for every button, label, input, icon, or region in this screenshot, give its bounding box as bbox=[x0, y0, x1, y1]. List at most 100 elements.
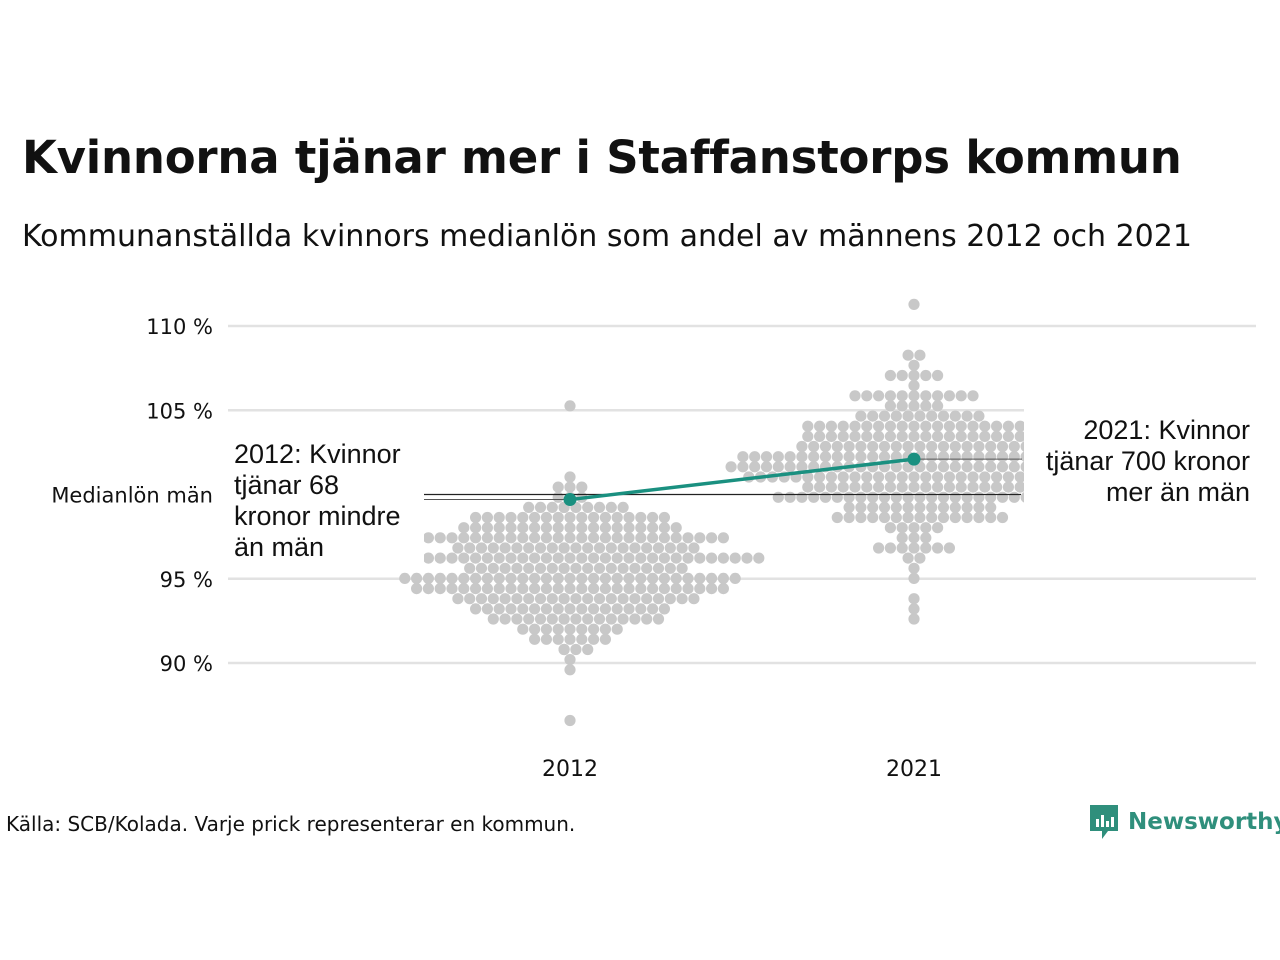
municipality-dot bbox=[908, 359, 920, 371]
municipality-dot bbox=[529, 532, 541, 544]
highlight-series bbox=[563, 452, 921, 507]
municipality-dot bbox=[570, 593, 582, 605]
municipality-dot bbox=[499, 562, 511, 574]
municipality-dot bbox=[399, 572, 411, 585]
municipality-dot bbox=[908, 298, 920, 310]
municipality-dot bbox=[617, 562, 629, 574]
municipality-dot bbox=[605, 593, 617, 605]
municipality-dot bbox=[422, 583, 434, 595]
municipality-dot bbox=[908, 603, 920, 615]
municipality-dot bbox=[926, 440, 938, 453]
municipality-dot bbox=[623, 552, 635, 564]
municipality-dot bbox=[570, 562, 582, 574]
municipality-dot bbox=[831, 451, 843, 463]
municipality-dot bbox=[540, 572, 553, 585]
municipality-dot bbox=[493, 511, 505, 524]
municipality-dot bbox=[1008, 491, 1020, 503]
municipality-dot bbox=[706, 583, 718, 595]
municipality-dot bbox=[861, 430, 873, 442]
municipality-dot bbox=[937, 511, 950, 524]
municipality-dot bbox=[511, 613, 523, 625]
municipality-dot bbox=[576, 572, 588, 585]
newsworthy-logo-icon bbox=[1090, 805, 1118, 839]
municipality-dot bbox=[914, 410, 926, 422]
municipality-dot bbox=[623, 603, 635, 615]
annotation-2021-line: 2021: Kvinnor bbox=[1083, 415, 1250, 445]
municipality-dot bbox=[635, 583, 647, 595]
municipality-dot bbox=[908, 390, 920, 402]
municipality-dot bbox=[694, 552, 706, 564]
municipality-dot bbox=[422, 572, 434, 585]
municipality-dot bbox=[908, 471, 920, 483]
municipality-dot bbox=[926, 511, 938, 524]
municipality-dot bbox=[973, 491, 985, 503]
municipality-dot bbox=[641, 562, 653, 574]
annotation-2021-line: tjänar 700 kronor bbox=[1046, 446, 1250, 476]
municipality-dot bbox=[470, 522, 482, 534]
municipality-dot bbox=[867, 451, 879, 463]
municipality-dot bbox=[546, 562, 558, 574]
municipality-dot bbox=[658, 532, 671, 544]
municipality-dot bbox=[517, 572, 529, 585]
municipality-dot bbox=[664, 593, 676, 605]
municipality-dot bbox=[670, 532, 682, 544]
municipality-dot bbox=[943, 430, 956, 442]
municipality-dot bbox=[623, 572, 635, 585]
chart-labels: 90 % 95 % Medianlön män 105 % 110 % 2012 2021 2… bbox=[51, 315, 1250, 782]
municipality-dot bbox=[979, 420, 991, 432]
municipality-dot bbox=[961, 461, 973, 473]
brand-name: Newsworthy bbox=[1128, 809, 1280, 835]
municipality-dot bbox=[729, 572, 741, 585]
municipality-dot bbox=[1008, 451, 1020, 463]
municipality-dot bbox=[546, 542, 558, 554]
municipality-dot bbox=[796, 461, 808, 473]
municipality-dot bbox=[623, 532, 635, 544]
municipality-dot bbox=[890, 511, 902, 524]
municipality-dot bbox=[1002, 430, 1015, 442]
municipality-dot bbox=[749, 461, 761, 473]
municipality-dot bbox=[635, 572, 647, 585]
municipality-dot bbox=[599, 511, 612, 524]
municipality-dot bbox=[564, 623, 576, 635]
municipality-dot bbox=[529, 633, 541, 645]
municipality-dot bbox=[470, 572, 482, 585]
municipality-dot bbox=[564, 481, 576, 493]
municipality-dot bbox=[564, 583, 576, 595]
municipality-dot bbox=[908, 430, 920, 442]
municipality-dot bbox=[576, 583, 588, 595]
municipality-dot bbox=[664, 542, 676, 554]
municipality-dot bbox=[481, 552, 493, 564]
municipality-dot bbox=[737, 451, 749, 463]
municipality-dot bbox=[599, 603, 612, 615]
municipality-dot bbox=[920, 522, 932, 534]
municipality-dot bbox=[605, 613, 617, 625]
municipality-dot bbox=[772, 461, 784, 473]
municipality-dot bbox=[914, 349, 926, 361]
municipality-dot bbox=[926, 501, 938, 513]
municipality-dot bbox=[802, 420, 814, 432]
municipality-dot bbox=[676, 562, 688, 574]
municipality-dot bbox=[884, 369, 897, 382]
municipality-dot bbox=[629, 593, 641, 605]
municipality-dot bbox=[481, 603, 493, 615]
municipality-dot bbox=[487, 613, 499, 625]
municipality-dot bbox=[694, 572, 706, 585]
municipality-dot bbox=[985, 451, 997, 463]
municipality-dot bbox=[814, 481, 826, 493]
municipality-dot bbox=[902, 491, 914, 503]
municipality-dot bbox=[867, 501, 879, 513]
municipality-dot bbox=[867, 511, 879, 524]
municipality-dot bbox=[629, 542, 641, 554]
municipality-dot bbox=[499, 593, 511, 605]
municipality-dot bbox=[896, 400, 908, 412]
municipality-dot bbox=[505, 603, 517, 615]
municipality-dot bbox=[452, 593, 464, 605]
municipality-dot bbox=[1008, 461, 1020, 473]
municipality-dot bbox=[814, 471, 826, 483]
municipality-dot bbox=[802, 430, 814, 442]
municipality-dot bbox=[932, 420, 944, 432]
municipality-dot bbox=[611, 532, 623, 544]
municipality-dot bbox=[664, 562, 676, 574]
municipality-dot bbox=[635, 522, 647, 534]
municipality-dot bbox=[599, 583, 612, 595]
